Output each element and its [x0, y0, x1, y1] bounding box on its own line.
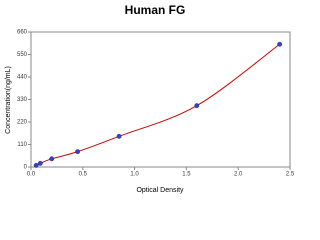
y-tick-label: 550: [17, 52, 28, 58]
y-tick-label: 110: [17, 142, 27, 148]
chart-title: Human FG: [125, 3, 186, 17]
data-point: [277, 41, 283, 47]
fit-curve: [35, 43, 280, 166]
x-tick-label: 1.0: [130, 172, 139, 178]
data-point: [194, 103, 200, 109]
x-axis-label: Optical Density: [136, 187, 184, 194]
y-tick-label: 330: [17, 97, 28, 103]
x-tick-label: 2.0: [234, 172, 243, 178]
x-tick-label: 2.5: [286, 172, 295, 178]
y-tick-label: 440: [17, 75, 28, 81]
chart: Human FG Optical Density Concentration(n…: [5, 3, 295, 194]
data-point: [33, 162, 39, 168]
x-tick-label: 1.5: [182, 172, 191, 178]
data-point: [37, 160, 43, 166]
plot-frame: [30, 31, 291, 168]
data-point: [49, 156, 55, 162]
y-tick-label: 220: [17, 120, 28, 126]
data-point: [116, 133, 122, 139]
y-tick-label: 0: [24, 165, 28, 171]
y-axis-label: Concentration(ng/mL): [5, 66, 12, 134]
y-tick-label: 660: [17, 30, 28, 36]
page: Human FG Optical Density Concentration(n…: [4, 3, 295, 194]
data-point: [75, 149, 81, 155]
x-tick-label: 0.0: [27, 172, 36, 178]
x-tick-label: 0.5: [79, 172, 88, 178]
